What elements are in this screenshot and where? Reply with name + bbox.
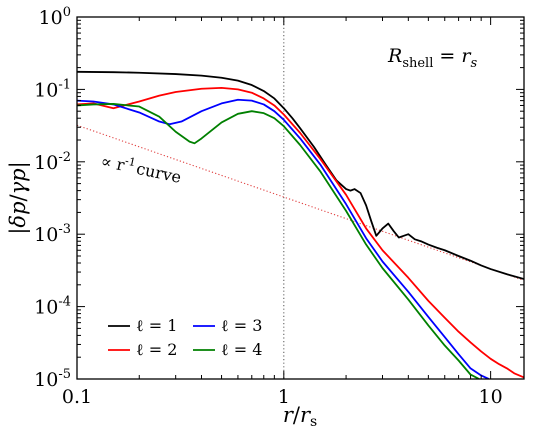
legend-label: ℓ = 3: [221, 316, 262, 335]
plot-content: [77, 17, 524, 379]
y-tick-label: 10-5: [34, 367, 71, 391]
legend-label: ℓ = 2: [136, 340, 177, 359]
y-tick-label: 10-3: [34, 222, 71, 246]
shell-label: Rshell = rs: [387, 45, 477, 71]
x-tick-label: 10: [479, 386, 503, 408]
y-tick-label: 10-2: [34, 150, 71, 174]
series-line-l2: [77, 86, 524, 379]
legend-label: ℓ = 1: [136, 316, 177, 335]
reference-curve-line: [77, 124, 524, 281]
x-tick-label: 1: [278, 386, 290, 408]
plot-frame: [76, 16, 525, 380]
series-line-l3: [77, 98, 490, 379]
y-tick-label: 10-4: [34, 295, 71, 319]
series-line-l4: [77, 103, 480, 379]
legend: ℓ = 1 ℓ = 2 ℓ = 3 ℓ = 4: [108, 316, 262, 359]
y-tick-label: 10-1: [34, 77, 71, 101]
reference-curve-label: ∝ r-1curve: [99, 149, 183, 187]
series-line-l1: [77, 70, 524, 280]
y-axis-title: |δp/γp|: [6, 161, 31, 234]
legend-label: ℓ = 4: [221, 340, 262, 359]
y-tick-label: 100: [39, 5, 71, 29]
x-tick-label: 0.1: [62, 386, 92, 408]
x-axis-title: r/rs: [283, 403, 317, 430]
axis-ticks: 0.1 1 10 100 10-1 10-2 10-3 10-4 10-5: [34, 5, 524, 408]
